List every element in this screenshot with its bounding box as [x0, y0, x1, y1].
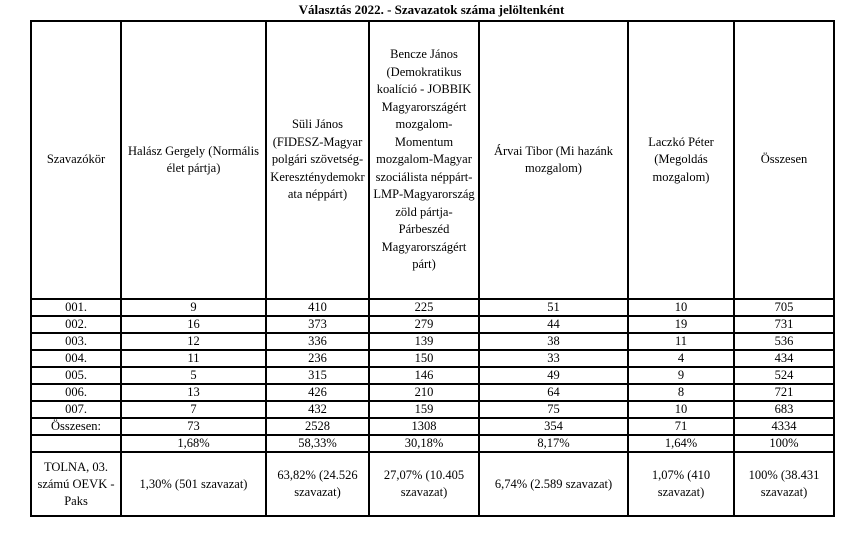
table-cell: 30,18% [368, 434, 480, 453]
table-cell: 705 [733, 298, 835, 317]
row-label: 007. [30, 400, 122, 419]
table-cell: 11 [120, 349, 267, 368]
table-cell: 1,07% (410 szavazat) [627, 451, 735, 517]
percent-row: 1,68% 58,33% 30,18% 8,17% 1,64% 100% [30, 434, 835, 453]
table-cell: 731 [733, 315, 835, 334]
column-header-suli-janos: Süli János (FIDESZ-Magyar polgári szövet… [265, 20, 370, 300]
table-cell: 73 [120, 417, 267, 436]
table-cell: 63,82% (24.526 szavazat) [265, 451, 370, 517]
table-cell: 38 [478, 332, 629, 351]
election-results-table: Szavazókör Halász Gergely (Normális élet… [30, 20, 835, 517]
table-cell: 139 [368, 332, 480, 351]
table-cell: 5 [120, 366, 267, 385]
table-cell: 536 [733, 332, 835, 351]
table-cell: 146 [368, 366, 480, 385]
table-cell: 1308 [368, 417, 480, 436]
row-label: 006. [30, 383, 122, 402]
table-cell: 434 [733, 349, 835, 368]
table-cell: 100% [733, 434, 835, 453]
table-cell: 10 [627, 298, 735, 317]
table-cell: 4334 [733, 417, 835, 436]
table-cell: 6,74% (2.589 szavazat) [478, 451, 629, 517]
row-label: 004. [30, 349, 122, 368]
column-header-laczko-peter: Laczkó Péter (Megoldás mozgalom) [627, 20, 735, 300]
table-cell: 210 [368, 383, 480, 402]
table-row-006: 006. 13 426 210 64 8 721 [30, 383, 835, 402]
row-label [30, 434, 122, 453]
table-cell: 432 [265, 400, 370, 419]
table-row-007: 007. 7 432 159 75 10 683 [30, 400, 835, 419]
header-row: Szavazókör Halász Gergely (Normális élet… [30, 20, 835, 300]
row-label: TOLNA, 03. számú OEVK - Paks [30, 451, 122, 517]
row-label: 003. [30, 332, 122, 351]
table-cell: 75 [478, 400, 629, 419]
table-cell: 51 [478, 298, 629, 317]
row-label: Összesen: [30, 417, 122, 436]
table-cell: 159 [368, 400, 480, 419]
table-cell: 1,64% [627, 434, 735, 453]
table-cell: 1,30% (501 szavazat) [120, 451, 267, 517]
column-header-halasz-gergely: Halász Gergely (Normális élet pártja) [120, 20, 267, 300]
table-cell: 11 [627, 332, 735, 351]
table-cell: 71 [627, 417, 735, 436]
table-row-005: 005. 5 315 146 49 9 524 [30, 366, 835, 385]
table-cell: 7 [120, 400, 267, 419]
table-row-001: 001. 9 410 225 51 10 705 [30, 298, 835, 317]
table-cell: 10 [627, 400, 735, 419]
column-header-szavazokor: Szavazókör [30, 20, 122, 300]
table-cell: 100% (38.431 szavazat) [733, 451, 835, 517]
table-cell: 236 [265, 349, 370, 368]
table-cell: 150 [368, 349, 480, 368]
table-cell: 315 [265, 366, 370, 385]
table-cell: 2528 [265, 417, 370, 436]
table-cell: 49 [478, 366, 629, 385]
table-cell: 4 [627, 349, 735, 368]
table-cell: 27,07% (10.405 szavazat) [368, 451, 480, 517]
row-label: 005. [30, 366, 122, 385]
table-cell: 426 [265, 383, 370, 402]
table-cell: 373 [265, 315, 370, 334]
column-header-osszesen: Összesen [733, 20, 835, 300]
table-cell: 58,33% [265, 434, 370, 453]
table-cell: 64 [478, 383, 629, 402]
page-title: Választás 2022. - Szavazatok száma jelöl… [298, 2, 565, 17]
summary-row: TOLNA, 03. számú OEVK - Paks 1,30% (501 … [30, 451, 835, 517]
table-cell: 279 [368, 315, 480, 334]
table-cell: 1,68% [120, 434, 267, 453]
table-cell: 16 [120, 315, 267, 334]
table-cell: 44 [478, 315, 629, 334]
table-cell: 8,17% [478, 434, 629, 453]
table-cell: 683 [733, 400, 835, 419]
table-cell: 354 [478, 417, 629, 436]
table-cell: 8 [627, 383, 735, 402]
table-cell: 721 [733, 383, 835, 402]
table-cell: 19 [627, 315, 735, 334]
table-cell: 524 [733, 366, 835, 385]
table-cell: 12 [120, 332, 267, 351]
column-header-bencze-janos: Bencze János (Demokratikus koalíció - JO… [368, 20, 480, 300]
table-cell: 9 [627, 366, 735, 385]
table-row-004: 004. 11 236 150 33 4 434 [30, 349, 835, 368]
table-cell: 13 [120, 383, 267, 402]
row-label: 001. [30, 298, 122, 317]
column-header-arvai-tibor: Árvai Tibor (Mi hazánk mozgalom) [478, 20, 629, 300]
table-row-003: 003. 12 336 139 38 11 536 [30, 332, 835, 351]
table-cell: 225 [368, 298, 480, 317]
totals-row: Összesen: 73 2528 1308 354 71 4334 [30, 417, 835, 436]
table-cell: 410 [265, 298, 370, 317]
row-label: 002. [30, 315, 122, 334]
table-row-002: 002. 16 373 279 44 19 731 [30, 315, 835, 334]
table-cell: 33 [478, 349, 629, 368]
table-cell: 336 [265, 332, 370, 351]
table-cell: 9 [120, 298, 267, 317]
